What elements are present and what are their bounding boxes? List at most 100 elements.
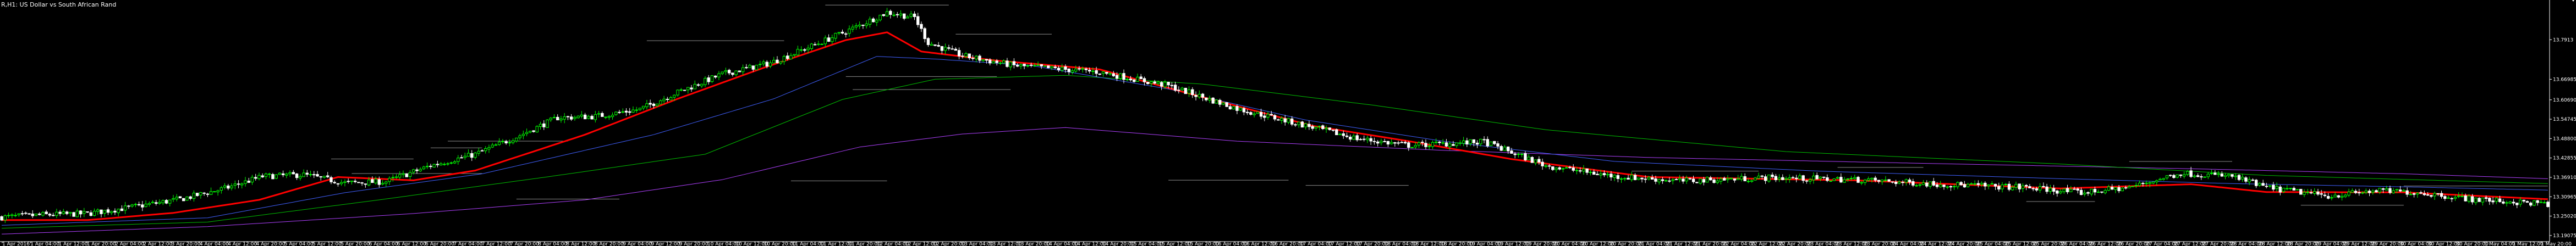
candle-body xyxy=(594,114,597,120)
candle-body xyxy=(813,44,817,46)
candle-body xyxy=(48,214,52,216)
candlestick xyxy=(2090,188,2093,197)
candle-body xyxy=(2450,198,2453,199)
candlestick xyxy=(432,163,436,168)
candle-body xyxy=(841,31,844,33)
candlestick xyxy=(1321,124,1325,130)
candlestick xyxy=(2244,176,2248,183)
candlestick xyxy=(1294,123,1297,127)
candle-body xyxy=(985,59,988,61)
candlestick xyxy=(693,80,696,90)
candlestick xyxy=(161,199,164,205)
time-tick-label: 21 Apr 20:00 xyxy=(1695,242,1727,246)
candlestick xyxy=(930,41,933,46)
candlestick xyxy=(913,11,916,20)
candle-body xyxy=(1843,179,1846,183)
candlestick xyxy=(871,17,875,23)
candle-body xyxy=(1788,177,1791,180)
candle-body xyxy=(1133,79,1136,82)
time-tick-label: 9 Apr 04:00 xyxy=(623,242,652,246)
candle-body xyxy=(1520,154,1524,155)
candlestick xyxy=(1115,72,1119,81)
candlestick xyxy=(20,211,24,216)
candlestick xyxy=(1448,141,1452,150)
candle-body xyxy=(264,174,268,177)
candlestick xyxy=(2447,195,2450,199)
candlestick xyxy=(964,52,968,59)
candle-body xyxy=(1651,177,1654,180)
candlestick xyxy=(2450,197,2453,203)
candle-body xyxy=(563,116,566,120)
candlestick xyxy=(776,56,779,64)
candle-body xyxy=(124,205,127,211)
candlestick xyxy=(1654,176,1657,185)
candle-body xyxy=(466,153,470,157)
candle-body xyxy=(1832,178,1836,181)
candle-body xyxy=(611,115,614,118)
candle-body xyxy=(1184,87,1187,94)
candle-body xyxy=(34,214,38,216)
candle-body xyxy=(803,49,806,51)
candlestick xyxy=(1942,185,1946,190)
candle-body xyxy=(871,18,875,23)
candle-body xyxy=(494,144,498,146)
candlestick xyxy=(1517,152,1520,158)
resize-grip-icon[interactable] xyxy=(2570,0,2576,2)
candlestick xyxy=(988,58,992,66)
candle-body xyxy=(556,116,559,120)
candlestick xyxy=(209,187,213,195)
candlestick xyxy=(1355,133,1359,142)
candlestick xyxy=(1935,182,1939,189)
candle-body xyxy=(964,53,968,57)
candle-body xyxy=(1743,176,1746,181)
candlestick xyxy=(2457,192,2460,198)
candle-body xyxy=(1376,141,1380,144)
candlestick xyxy=(38,212,41,216)
candle-body xyxy=(1541,161,1544,166)
candlestick xyxy=(1719,177,1723,185)
candlestick xyxy=(1300,120,1304,128)
time-tick-label: 20 Apr 04:00 xyxy=(1553,242,1586,246)
candle-body xyxy=(2028,186,2031,188)
candlestick xyxy=(1376,139,1380,147)
candlestick xyxy=(1846,178,1849,182)
candlestick xyxy=(1805,180,1809,184)
candle-body xyxy=(1640,177,1644,180)
candlestick xyxy=(1496,141,1500,149)
candle-body xyxy=(569,116,573,120)
candle-body xyxy=(875,20,878,23)
candlestick xyxy=(779,61,782,65)
candlestick xyxy=(271,172,274,180)
candlestick xyxy=(501,139,504,144)
candlestick xyxy=(1589,169,1592,176)
candle-body xyxy=(2495,198,2498,202)
candlestick xyxy=(951,45,954,50)
time-tick-label: 25 Apr 20:00 xyxy=(2033,242,2066,246)
candlestick xyxy=(696,83,700,87)
candle-body xyxy=(2004,183,2007,185)
candlestick xyxy=(103,210,106,217)
candlestick xyxy=(55,209,58,219)
candle-body xyxy=(641,105,645,109)
candle-body xyxy=(336,183,340,185)
candle-body xyxy=(357,182,360,183)
time-tick-label: 10 Apr 12:00 xyxy=(735,242,768,246)
candlestick xyxy=(1887,179,1891,182)
price-tick-label: 13.19075 xyxy=(2553,233,2576,239)
time-tick-label: 2 Apr 04:00 xyxy=(115,242,144,246)
candlestick xyxy=(655,103,659,107)
candlestick xyxy=(1963,181,1967,188)
candlestick xyxy=(971,55,975,61)
candle-body xyxy=(1414,145,1417,148)
candlestick xyxy=(100,209,103,217)
candlestick xyxy=(2539,199,2543,203)
candlestick xyxy=(1380,138,1383,146)
candle-body xyxy=(391,177,394,178)
candle-body xyxy=(329,177,333,182)
candlestick xyxy=(374,176,377,185)
candlestick xyxy=(2234,173,2237,180)
candlestick xyxy=(521,130,525,139)
